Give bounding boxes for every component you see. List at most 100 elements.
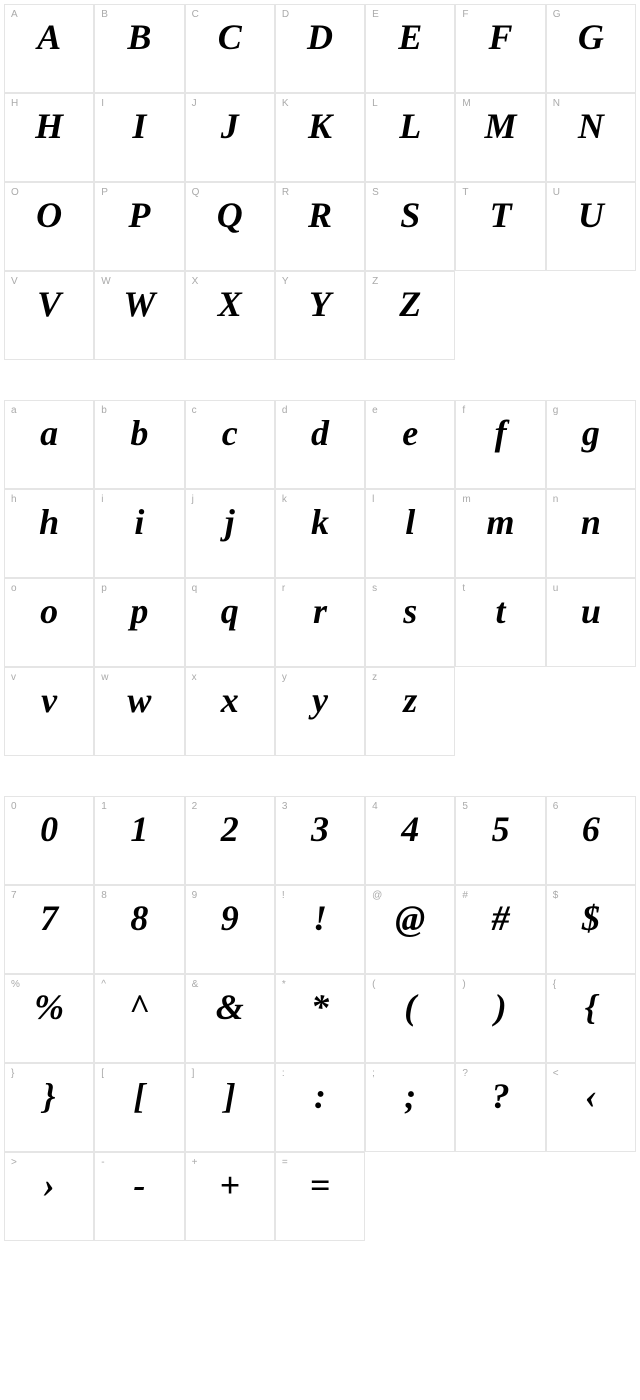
glyph-cell: 44 [365,796,455,885]
glyph-cell-glyph: e [366,415,454,451]
glyph-cell-glyph: ; [366,1078,454,1114]
glyph-cell-glyph: V [5,286,93,322]
glyph-cell: ;; [365,1063,455,1152]
glyph-cell-glyph: i [95,504,183,540]
glyph-cell: ff [455,400,545,489]
glyph-cell-glyph: $ [547,900,635,936]
glyph-cell: CC [185,4,275,93]
glyph-cell: SS [365,182,455,271]
glyph-cell-glyph: { [547,989,635,1025]
glyph-cell: ii [94,489,184,578]
glyph-cell: 55 [455,796,545,885]
glyph-cell-glyph: M [456,108,544,144]
glyph-cell-glyph: K [276,108,364,144]
glyph-cell-glyph: [ [95,1078,183,1114]
glyph-cell-glyph: U [547,197,635,233]
glyph-cell: )) [455,974,545,1063]
glyph-cell-glyph: c [186,415,274,451]
glyph-cell-glyph: % [5,989,93,1025]
glyph-cell: !! [275,885,365,974]
glyph-cell: AA [4,4,94,93]
glyph-cell: >› [4,1152,94,1241]
glyph-cell: VV [4,271,94,360]
glyph-cell-glyph: n [547,504,635,540]
glyph-cell: ll [365,489,455,578]
glyph-cell: nn [546,489,636,578]
glyph-section-symbols: 00112233445566778899!!@@##$$%%^^&&**(())… [4,796,636,1241]
glyph-cell-glyph: F [456,19,544,55]
glyph-cell: oo [4,578,94,667]
glyph-cell: vv [4,667,94,756]
glyph-cell-glyph: & [186,989,274,1025]
glyph-cell: ee [365,400,455,489]
glyph-cell: NN [546,93,636,182]
glyph-cell: @@ [365,885,455,974]
glyph-cell-glyph: Y [276,286,364,322]
empty-cell [455,667,545,756]
glyph-section-uppercase: AABBCCDDEEFFGGHHIIJJKKLLMMNNOOPPQQRRSSTT… [4,4,636,360]
glyph-cell-glyph: l [366,504,454,540]
glyph-cell-glyph: D [276,19,364,55]
glyph-cell: uu [546,578,636,667]
glyph-cell: 88 [94,885,184,974]
glyph-cell: -- [94,1152,184,1241]
glyph-cell: GG [546,4,636,93]
glyph-cell: HH [4,93,94,182]
glyph-cell-glyph: 2 [186,811,274,847]
glyph-cell: aa [4,400,94,489]
glyph-cell-glyph: 3 [276,811,364,847]
glyph-cell-glyph: 7 [5,900,93,936]
glyph-cell-glyph: G [547,19,635,55]
glyph-cell: pp [94,578,184,667]
glyph-cell-glyph: z [366,682,454,718]
glyph-cell-glyph: W [95,286,183,322]
glyph-cell-glyph: Z [366,286,454,322]
glyph-cell: gg [546,400,636,489]
glyph-cell-glyph: } [5,1078,93,1114]
glyph-cell: ## [455,885,545,974]
glyph-cell-glyph: ‹ [547,1078,635,1114]
glyph-cell-glyph: R [276,197,364,233]
glyph-cell-glyph: S [366,197,454,233]
glyph-cell: {{ [546,974,636,1063]
glyph-cell: bb [94,400,184,489]
glyph-cell: rr [275,578,365,667]
glyph-cell-glyph: 4 [366,811,454,847]
glyph-cell: qq [185,578,275,667]
glyph-cell: OO [4,182,94,271]
glyph-cell-glyph: 1 [95,811,183,847]
glyph-cell: JJ [185,93,275,182]
empty-cell [546,271,636,360]
glyph-cell: $$ [546,885,636,974]
empty-cell [455,271,545,360]
glyph-cell: QQ [185,182,275,271]
glyph-cell-glyph: J [186,108,274,144]
glyph-cell-glyph: I [95,108,183,144]
glyph-cell: xx [185,667,275,756]
glyph-cell-glyph: O [5,197,93,233]
glyph-cell-glyph: y [276,682,364,718]
glyph-cell-glyph: q [186,593,274,629]
glyph-cell: ?? [455,1063,545,1152]
glyph-cell-glyph: B [95,19,183,55]
glyph-cell-glyph: C [186,19,274,55]
glyph-cell-glyph: g [547,415,635,451]
glyph-cell: dd [275,400,365,489]
glyph-cell-glyph: j [186,504,274,540]
glyph-cell: ^^ [94,974,184,1063]
glyph-cell: MM [455,93,545,182]
glyph-cell: TT [455,182,545,271]
glyph-cell: }} [4,1063,94,1152]
glyph-cell: BB [94,4,184,93]
glyph-cell-glyph: t [456,593,544,629]
empty-cell [546,1152,636,1241]
glyph-cell-glyph: - [95,1167,183,1203]
glyph-cell: kk [275,489,365,578]
glyph-cell-glyph: ! [276,900,364,936]
glyph-cell-glyph: w [95,682,183,718]
glyph-cell: ]] [185,1063,275,1152]
glyph-cell-glyph: 9 [186,900,274,936]
glyph-cell-glyph: X [186,286,274,322]
glyph-cell-glyph: › [5,1167,93,1203]
glyph-cell-glyph: h [5,504,93,540]
